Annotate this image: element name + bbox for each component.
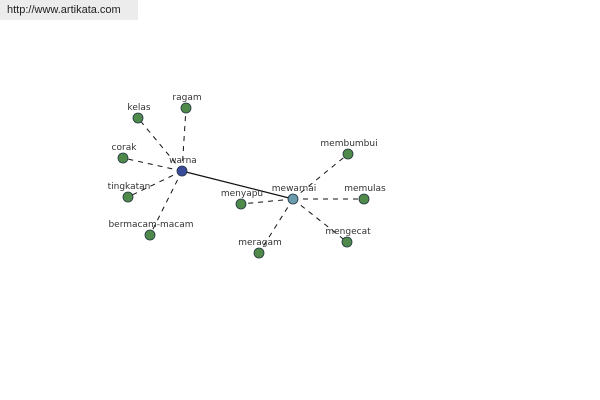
node-label[interactable]: memulas: [344, 184, 386, 194]
node[interactable]: [176, 165, 188, 177]
header: http://www.artikata.com: [0, 0, 138, 20]
node-label[interactable]: corak: [112, 143, 138, 153]
edge: [181, 170, 294, 200]
node-label[interactable]: tingkatan: [108, 182, 151, 192]
node-label[interactable]: mewarnai: [272, 184, 316, 194]
node-label[interactable]: membumbui: [320, 139, 377, 149]
edge: [149, 170, 183, 236]
url[interactable]: http://www.artikata.com: [7, 4, 121, 16]
edge: [258, 198, 294, 254]
node[interactable]: [235, 198, 247, 210]
node-label[interactable]: kelas: [127, 103, 150, 113]
node[interactable]: [144, 229, 156, 241]
node-label[interactable]: meragam: [238, 238, 282, 248]
node-label[interactable]: ragam: [172, 93, 201, 103]
node[interactable]: [132, 112, 144, 124]
edge: [137, 117, 183, 172]
node-label[interactable]: bermacam-macam: [108, 220, 193, 230]
node[interactable]: [253, 247, 265, 259]
edge: [292, 153, 349, 200]
node[interactable]: [117, 152, 129, 164]
node[interactable]: [122, 191, 134, 203]
edge: [240, 198, 294, 205]
node[interactable]: [342, 148, 354, 160]
node-label[interactable]: warna: [169, 156, 197, 166]
node[interactable]: [287, 193, 299, 205]
edge: [292, 198, 348, 243]
node[interactable]: [341, 236, 353, 248]
node-label[interactable]: mengecat: [325, 227, 371, 237]
node-label[interactable]: menyapu: [221, 189, 263, 199]
node[interactable]: [180, 102, 192, 114]
edge: [122, 157, 183, 172]
edge: [181, 107, 187, 172]
node[interactable]: [358, 193, 370, 205]
